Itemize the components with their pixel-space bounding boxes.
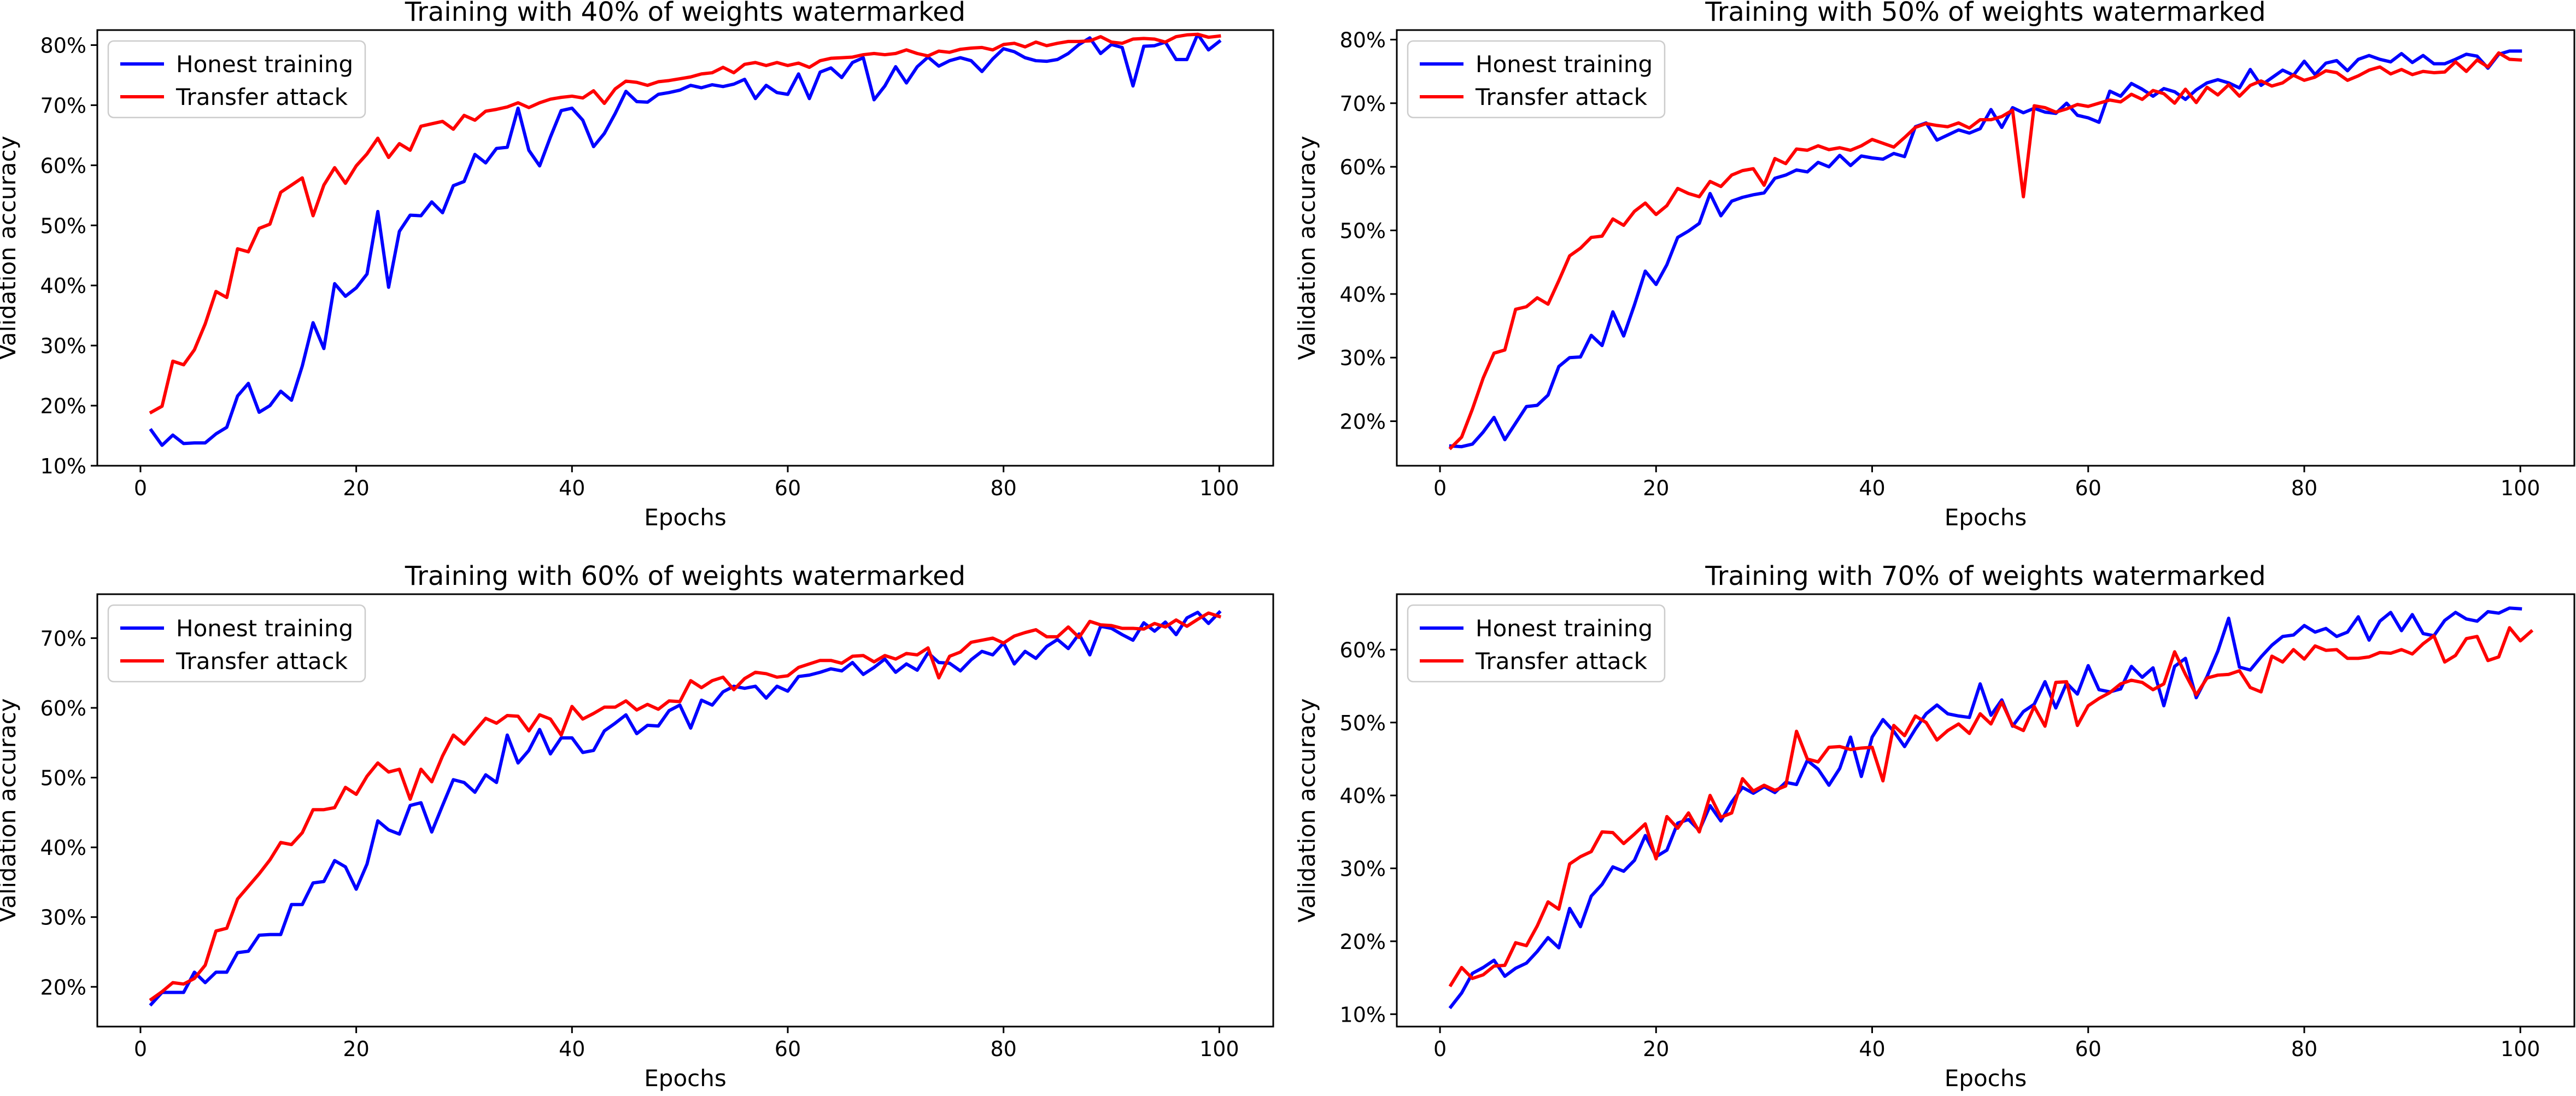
- y-tick-label: 60%: [40, 154, 86, 178]
- legend-label: Honest training: [176, 615, 353, 642]
- y-tick-label: 60%: [1340, 155, 1386, 179]
- y-tick-label: 80%: [1340, 28, 1386, 52]
- chart-title: Training with 60% of weights watermarked: [405, 561, 965, 591]
- y-tick-label: 10%: [40, 454, 86, 478]
- legend: Honest training Transfer attack: [107, 40, 366, 119]
- legend-label: Honest training: [1476, 615, 1653, 642]
- series-line-transfer-attack: [149, 32, 1221, 415]
- chart-panel-1: Training with 40% of weights watermarked…: [0, 0, 1274, 531]
- x-tick-label: 0: [1433, 1037, 1447, 1061]
- y-tick-label: 80%: [40, 33, 86, 57]
- axes-frame: [96, 593, 1274, 1028]
- series-line-honest-training: [1448, 606, 2522, 1010]
- x-tick-label: 0: [134, 1037, 147, 1061]
- y-tick-label: 60%: [1340, 638, 1386, 662]
- y-axis-label: Validation accuracy: [1293, 136, 1320, 360]
- legend-label: Transfer attack: [175, 84, 348, 110]
- y-tick-label: 40%: [1340, 784, 1386, 808]
- x-tick-label: 40: [1859, 1037, 1885, 1061]
- y-tick-label: 50%: [40, 766, 86, 790]
- x-tick-label: 20: [343, 476, 369, 500]
- y-tick-label: 60%: [40, 696, 86, 720]
- legend-box: [1407, 40, 1666, 119]
- y-tick-label: 40%: [40, 836, 86, 860]
- x-tick-label: 60: [775, 476, 801, 500]
- x-axis-label: Epochs: [1945, 504, 2027, 531]
- y-tick-label: 30%: [40, 906, 86, 930]
- chart-panel-2: Training with 50% of weights watermarked…: [1293, 0, 2575, 531]
- legend-label: Transfer attack: [175, 648, 348, 675]
- x-tick-label: 20: [343, 1037, 369, 1061]
- chart-panel-4: Training with 70% of weights watermarked…: [1293, 561, 2575, 1092]
- x-tick-label: 80: [990, 1037, 1016, 1061]
- legend-label: Honest training: [1476, 51, 1653, 78]
- x-tick-label: 80: [2291, 476, 2317, 500]
- axes-frame: [96, 29, 1274, 467]
- x-tick-label: 100: [2501, 1037, 2540, 1061]
- x-tick-label: 80: [990, 476, 1016, 500]
- y-axis-label: Validation accuracy: [1293, 698, 1320, 922]
- y-tick-label: 20%: [1340, 930, 1386, 954]
- y-tick-label: 30%: [1340, 857, 1386, 881]
- legend-label: Transfer attack: [1475, 648, 1648, 675]
- x-tick-label: 0: [134, 476, 147, 500]
- series-line-honest-training: [149, 32, 1222, 447]
- series-line-transfer-attack: [1448, 51, 2522, 450]
- chart-title: Training with 40% of weights watermarked: [405, 0, 965, 27]
- y-tick-label: 50%: [40, 214, 86, 238]
- x-tick-label: 20: [1643, 476, 1669, 500]
- x-axis-label: Epochs: [644, 504, 727, 531]
- y-tick-label: 70%: [40, 93, 86, 118]
- y-tick-label: 50%: [1340, 219, 1386, 243]
- x-tick-label: 60: [2075, 1037, 2101, 1061]
- y-axis-label: Validation accuracy: [0, 136, 21, 360]
- y-tick-label: 10%: [1340, 1003, 1386, 1027]
- legend-box: [107, 40, 366, 119]
- y-tick-label: 30%: [1340, 346, 1386, 370]
- axes-frame: [1396, 29, 2575, 467]
- chart-title: Training with 70% of weights watermarked: [1705, 561, 2265, 591]
- x-axis-label: Epochs: [644, 1065, 727, 1092]
- x-tick-label: 80: [2291, 1037, 2317, 1061]
- y-tick-label: 70%: [1340, 92, 1386, 116]
- x-tick-label: 100: [1199, 1037, 1239, 1061]
- legend-box: [107, 604, 366, 683]
- y-tick-label: 20%: [40, 975, 86, 999]
- x-axis-label: Epochs: [1945, 1065, 2027, 1092]
- chart-title: Training with 50% of weights watermarked: [1705, 0, 2265, 27]
- legend: Honest training Transfer attack: [1407, 40, 1666, 119]
- y-axis-label: Validation accuracy: [0, 698, 21, 922]
- x-tick-label: 100: [2501, 476, 2540, 500]
- chart-panel-3: Training with 60% of weights watermarked…: [0, 561, 1274, 1092]
- legend-label: Honest training: [176, 51, 353, 78]
- y-tick-label: 30%: [40, 334, 86, 358]
- y-tick-label: 20%: [40, 394, 86, 418]
- x-tick-label: 20: [1643, 1037, 1669, 1061]
- x-tick-label: 60: [2075, 476, 2101, 500]
- x-tick-label: 100: [1199, 476, 1239, 500]
- y-tick-label: 40%: [1340, 283, 1386, 307]
- x-tick-label: 0: [1433, 476, 1447, 500]
- x-tick-label: 40: [559, 1037, 585, 1061]
- x-tick-label: 40: [559, 476, 585, 500]
- axes-frame: [1396, 593, 2575, 1028]
- y-tick-label: 40%: [40, 274, 86, 298]
- legend-box: [1407, 604, 1666, 683]
- series-line-transfer-attack: [149, 611, 1222, 1002]
- y-tick-label: 50%: [1340, 711, 1386, 735]
- y-tick-label: 70%: [40, 626, 86, 650]
- series-line-transfer-attack: [1448, 626, 2534, 988]
- y-tick-label: 20%: [1340, 410, 1386, 434]
- series-line-honest-training: [149, 609, 1222, 1007]
- x-tick-label: 60: [775, 1037, 801, 1061]
- legend: Honest training Transfer attack: [107, 604, 366, 683]
- legend: Honest training Transfer attack: [1407, 604, 1666, 683]
- legend-label: Transfer attack: [1475, 84, 1648, 110]
- x-tick-label: 40: [1859, 476, 1885, 500]
